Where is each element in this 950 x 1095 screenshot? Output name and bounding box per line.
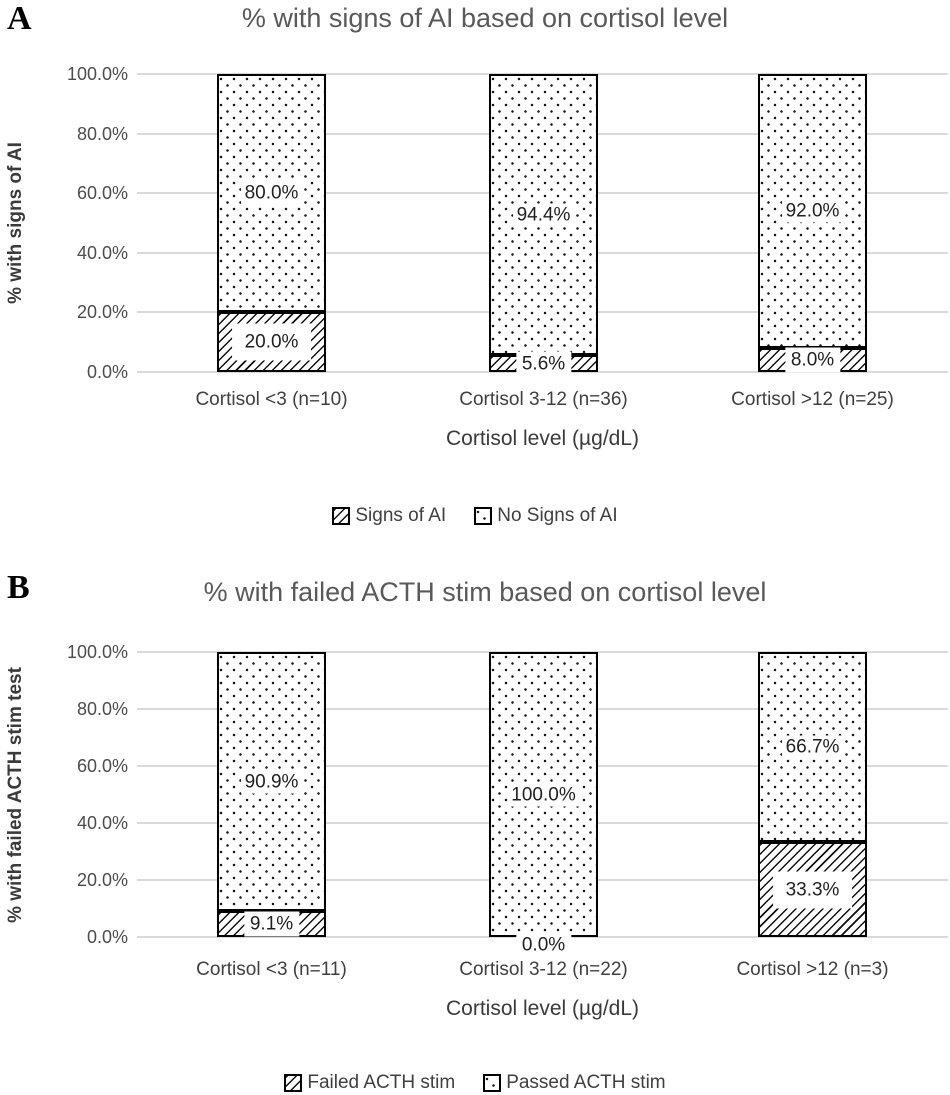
legend: Failed ACTH stim Passed ACTH stim — [0, 1072, 950, 1094]
data-label: 9.1% — [243, 911, 300, 937]
x-tick-label: Cortisol <3 (n=11) — [196, 959, 347, 980]
x-tick-label: Cortisol >12 (n=3) — [736, 959, 889, 980]
x-tick-label: Cortisol 3-12 (n=36) — [459, 389, 628, 410]
x-tick-label: Cortisol <3 (n=10) — [195, 389, 348, 410]
legend: Signs of AI No Signs of AI — [0, 505, 950, 527]
data-label: 100.0% — [507, 783, 580, 806]
chart-title: % with signs of AI based on cortisol lev… — [241, 3, 729, 33]
data-label: 94.4% — [512, 203, 575, 227]
y-tick-label: 100.0% — [66, 64, 128, 84]
data-label: 5.6% — [515, 351, 572, 377]
y-tick-label: 20.0% — [76, 870, 128, 890]
y-axis-title: % with signs of AI — [5, 142, 26, 304]
panel-b: B % with failed ACTH stim based on cortis… — [0, 555, 950, 1095]
y-axis-title: % with failed ACTH stim test — [5, 666, 26, 923]
legend-swatch-dots-icon — [474, 507, 493, 525]
y-tick-label: 0.0% — [86, 927, 128, 947]
panel-letter: A — [7, 0, 32, 37]
legend-swatch-hatch-icon — [332, 507, 351, 525]
legend-item: Signs of AI — [332, 505, 446, 527]
x-axis-title: Cortisol level (µg/dL) — [446, 427, 639, 450]
legend-label: Signs of AI — [355, 505, 447, 526]
data-label: 0.0% — [515, 932, 572, 958]
legend-swatch-hatch-icon — [284, 1074, 303, 1092]
chart-title: % with failed ACTH stim based on cortiso… — [203, 577, 767, 607]
legend-item: Passed ACTH stim — [483, 1072, 666, 1094]
y-tick-label: 100.0% — [66, 642, 128, 662]
y-tick-label: 60.0% — [76, 183, 128, 204]
legend-item: No Signs of AI — [474, 505, 618, 527]
legend-item: Failed ACTH stim — [284, 1072, 455, 1094]
data-label: 20.0% — [231, 323, 312, 361]
legend-label: Passed ACTH stim — [506, 1072, 666, 1093]
x-tick-label: Cortisol 3-12 (n=22) — [459, 959, 628, 980]
y-tick-label: 20.0% — [76, 302, 128, 323]
data-label: 92.0% — [781, 199, 844, 223]
legend-label: No Signs of AI — [497, 505, 618, 526]
bar-segment-dots — [758, 652, 867, 843]
y-tick-label: 40.0% — [76, 813, 128, 833]
data-label: 80.0% — [240, 181, 303, 205]
y-tick-label: 40.0% — [76, 242, 128, 263]
y-tick-label: 80.0% — [76, 123, 128, 144]
data-label: 8.0% — [784, 347, 841, 373]
data-label: 33.3% — [772, 871, 853, 909]
x-axis-title: Cortisol level (µg/dL) — [446, 997, 639, 1020]
data-label: 90.9% — [240, 770, 303, 794]
panel-letter: B — [7, 569, 30, 606]
bar-segment-dots — [217, 74, 326, 313]
panel-a: A % with signs of AI based on cortisol le… — [0, 0, 950, 527]
legend-swatch-dots-icon — [483, 1074, 502, 1092]
x-tick-label: Cortisol >12 (n=25) — [731, 389, 894, 410]
y-tick-label: 0.0% — [86, 362, 128, 382]
data-label: 66.7% — [781, 735, 844, 759]
y-tick-label: 80.0% — [76, 699, 128, 719]
legend-label: Failed ACTH stim — [307, 1072, 456, 1093]
y-tick-label: 60.0% — [76, 756, 128, 776]
